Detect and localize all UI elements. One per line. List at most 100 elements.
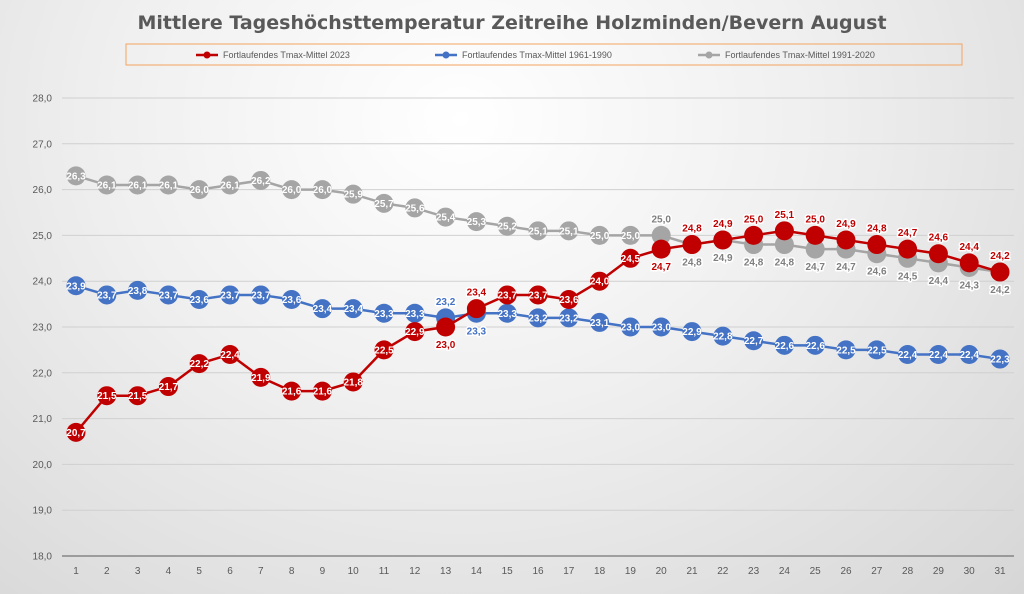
data-label: 21,6 [282, 387, 302, 398]
data-label: 23,1 [590, 318, 610, 329]
data-label: 24,8 [682, 224, 702, 235]
data-point [528, 285, 548, 305]
series-line [75, 229, 1001, 434]
data-point [66, 276, 86, 296]
data-label: 24,8 [744, 258, 764, 269]
data-point [651, 239, 671, 259]
data-point [312, 299, 332, 319]
data-label: 25,0 [744, 214, 764, 225]
x-tick-label: 13 [440, 566, 452, 577]
data-point [528, 308, 548, 328]
data-point [651, 317, 671, 337]
data-label: 24,5 [898, 271, 918, 282]
data-label: 24,9 [713, 219, 733, 230]
data-point [374, 303, 394, 323]
data-label: 22,4 [898, 350, 918, 361]
x-tick-label: 19 [625, 566, 637, 577]
y-tick-label: 18,0 [33, 552, 53, 563]
data-label: 24,7 [836, 262, 856, 273]
data-label: 23,6 [282, 295, 302, 306]
data-label: 24,8 [682, 258, 702, 269]
data-point [590, 271, 610, 291]
x-tick-label: 9 [320, 566, 326, 577]
data-point [805, 225, 825, 245]
data-label: 25,1 [528, 226, 548, 237]
data-label: 22,4 [220, 350, 240, 361]
data-point [682, 235, 702, 255]
data-point [559, 221, 579, 241]
data-label: 25,2 [497, 222, 517, 233]
data-point [528, 221, 548, 241]
data-label: 20,7 [66, 428, 86, 439]
y-tick-label: 21,0 [33, 414, 53, 425]
data-label: 21,6 [313, 387, 333, 398]
y-tick-label: 28,0 [33, 94, 53, 105]
x-tick-label: 29 [933, 566, 945, 577]
data-label: 23,0 [436, 340, 456, 351]
x-tick-label: 31 [994, 566, 1006, 577]
data-point [466, 299, 486, 319]
data-label: 25,1 [559, 226, 579, 237]
data-label: 22,4 [929, 350, 949, 361]
data-point [620, 225, 640, 245]
data-point [374, 193, 394, 213]
data-point [158, 377, 178, 397]
data-label: 21,5 [128, 391, 148, 402]
data-label: 24,8 [867, 224, 887, 235]
data-label: 24,9 [713, 253, 733, 264]
data-label: 26,0 [189, 185, 209, 196]
data-point [97, 285, 117, 305]
data-point [651, 225, 671, 245]
data-point [497, 216, 517, 236]
data-label: 22,5 [374, 345, 394, 356]
data-label: 22,5 [836, 345, 856, 356]
data-label: 26,1 [128, 181, 148, 192]
data-label: 26,0 [282, 185, 302, 196]
data-label: 23,7 [220, 290, 240, 301]
data-point [251, 367, 271, 387]
data-point [220, 285, 240, 305]
data-label: 23,4 [343, 304, 363, 315]
data-label: 23,7 [97, 290, 117, 301]
data-label: 23,6 [189, 295, 209, 306]
x-tick-label: 28 [902, 566, 914, 577]
data-point [128, 280, 148, 300]
x-tick-label: 1 [73, 566, 79, 577]
x-tick-label: 27 [871, 566, 883, 577]
data-point [220, 344, 240, 364]
data-label: 24,2 [990, 251, 1010, 262]
data-point [867, 235, 887, 255]
data-label: 22,7 [744, 336, 764, 347]
chart-title: Mittlere Tageshöchsttemperatur Zeitreihe… [137, 12, 886, 34]
data-label: 26,3 [66, 171, 86, 182]
data-label: 22,9 [682, 327, 702, 338]
data-point [774, 335, 794, 355]
y-tick-label: 26,0 [33, 185, 53, 196]
data-point [590, 225, 610, 245]
x-tick-label: 7 [258, 566, 264, 577]
data-label: 23,7 [159, 290, 179, 301]
data-point [282, 180, 302, 200]
data-label: 23,3 [497, 309, 517, 320]
y-tick-label: 27,0 [33, 139, 53, 150]
data-point [774, 221, 794, 241]
data-label: 23,7 [497, 290, 517, 301]
data-label: 23,7 [251, 290, 271, 301]
data-point [990, 262, 1010, 282]
data-label: 23,2 [559, 313, 579, 324]
data-point [867, 340, 887, 360]
y-tick-label: 23,0 [33, 323, 53, 334]
x-tick-label: 3 [135, 566, 141, 577]
data-point [158, 175, 178, 195]
y-tick-label: 20,0 [33, 460, 53, 471]
legend-box [125, 43, 963, 66]
data-label: 24,2 [990, 285, 1010, 296]
data-point [898, 344, 918, 364]
data-point [774, 235, 794, 255]
legend-entry: Fortlaufendes Tmax-Mittel 1961-1990 [462, 50, 612, 60]
x-tick-label: 25 [810, 566, 822, 577]
x-tick-label: 17 [563, 566, 575, 577]
data-point [189, 354, 209, 374]
data-point [220, 175, 240, 195]
data-label: 23,4 [313, 304, 333, 315]
